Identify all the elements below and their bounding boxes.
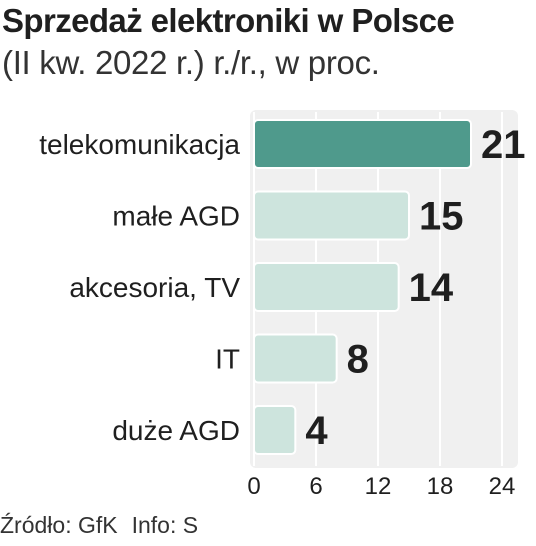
category-label: akcesoria, TV	[69, 272, 240, 303]
x-tick-label: 6	[309, 473, 322, 500]
bar	[253, 190, 410, 241]
x-tick-label: 12	[365, 473, 392, 500]
bar	[253, 119, 472, 169]
x-axis-ticks: 0 6 12 18 24	[247, 473, 515, 500]
category-label: duże AGD	[112, 415, 240, 446]
chart-subtitle: (II kw. 2022 r.) r./r., w proc.	[2, 44, 380, 81]
value-label: 15	[419, 195, 464, 239]
bar	[253, 333, 338, 384]
category-label: telekomunikacja	[39, 129, 240, 160]
category-labels: telekomunikacja małe AGD akcesoria, TV IT du…	[39, 129, 240, 446]
source-note: Źródło: GfK Info: S	[0, 512, 212, 539]
value-label: 14	[409, 266, 454, 310]
bars	[253, 119, 472, 455]
value-label: 21	[481, 123, 526, 167]
x-tick-label: 18	[427, 473, 454, 500]
category-label: małe AGD	[112, 201, 240, 232]
value-labels: 21 15 14 84	[305, 123, 525, 453]
value-label: 8	[347, 338, 369, 382]
bar	[253, 262, 400, 312]
info-text: Info: S	[131, 512, 199, 538]
x-tick-label: 24	[489, 473, 516, 500]
x-tick-label: 0	[247, 473, 260, 500]
chart-title: Sprzedaż elektroniki w Polsce	[2, 2, 455, 39]
value-label: 4	[305, 409, 328, 453]
category-label: IT	[215, 344, 240, 375]
source-text: Źródło: GfK	[0, 512, 118, 538]
bar	[253, 405, 297, 455]
